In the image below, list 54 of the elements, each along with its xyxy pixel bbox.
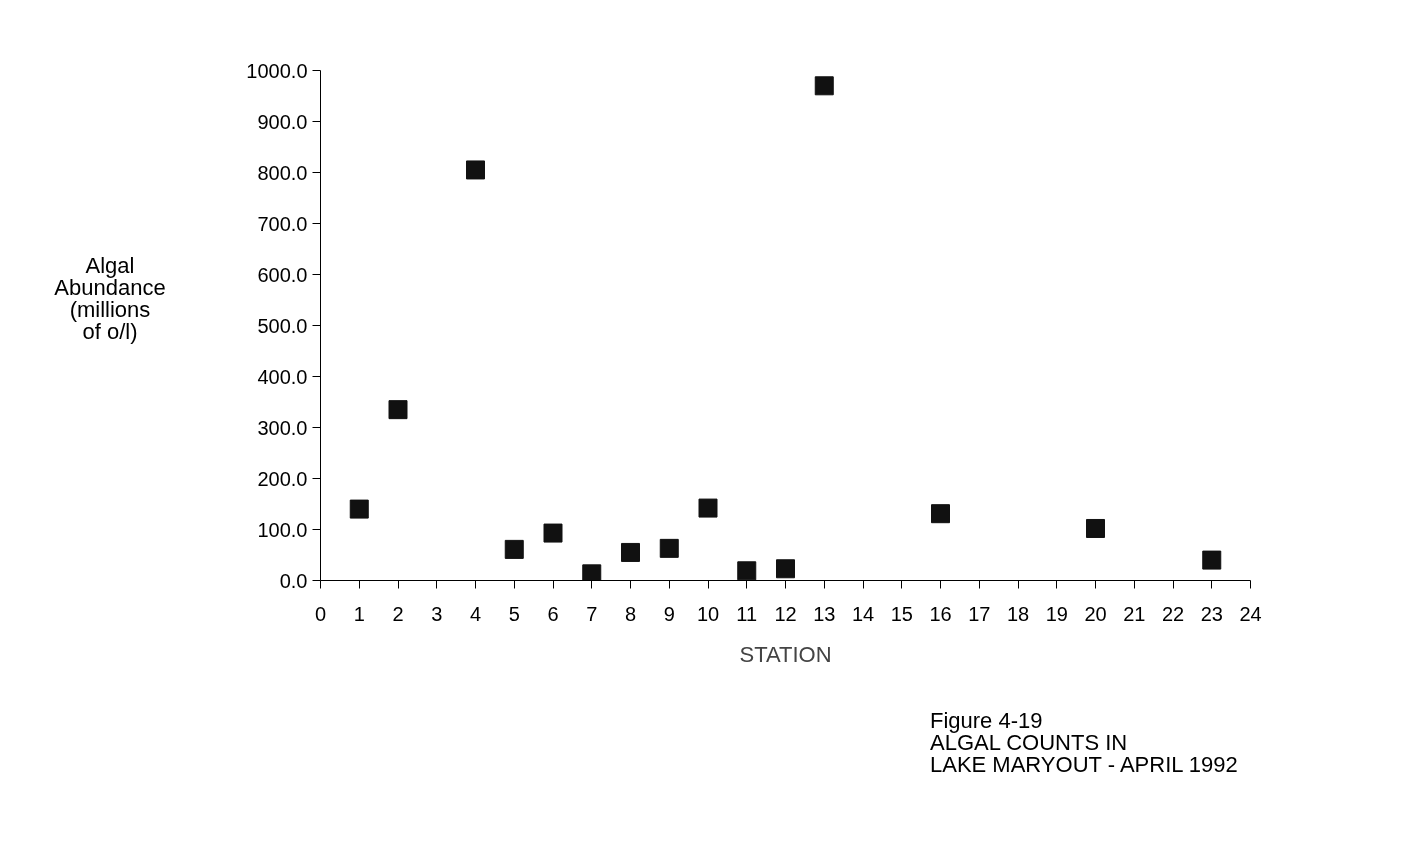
x-tick-label: 11 xyxy=(736,602,758,625)
point xyxy=(504,539,524,559)
y-tick-label: 500.0 xyxy=(257,314,308,337)
x-tick-label: 3 xyxy=(431,602,443,625)
x-tick-label: 22 xyxy=(1161,602,1185,625)
x-tick-label: 5 xyxy=(508,602,520,625)
point xyxy=(737,561,757,581)
point xyxy=(388,400,408,420)
x-tick-label: 1 xyxy=(353,602,365,625)
point xyxy=(776,559,795,579)
y-tick-label: 900.0 xyxy=(257,110,308,133)
point xyxy=(1202,550,1222,570)
point xyxy=(698,498,718,518)
x-tick-label: 8 xyxy=(624,602,637,625)
y-tick-label: 800.0 xyxy=(257,161,308,184)
x-tick-label: 17 xyxy=(968,602,991,625)
y-tick-label: 300.0 xyxy=(257,416,308,439)
point xyxy=(1086,518,1105,538)
x-tick-label: 16 xyxy=(929,602,952,625)
x-tick-label: 9 xyxy=(663,602,675,625)
x-tick-label: 24 xyxy=(1239,602,1262,625)
x-tick-label: 14 xyxy=(851,602,875,625)
x-axis-title: STATION xyxy=(739,641,832,667)
point xyxy=(466,160,485,180)
x-tick-label: 0 xyxy=(314,602,327,625)
x-tick-label: 7 xyxy=(586,602,598,625)
y-tick-label: 400.0 xyxy=(257,365,308,388)
y-tick-label: 100.0 xyxy=(257,518,308,541)
x-tick-label: 23 xyxy=(1200,602,1223,625)
point xyxy=(621,542,640,562)
x-tick-label: 15 xyxy=(890,602,913,625)
y-tick-label: 1000.0 xyxy=(246,59,308,82)
point xyxy=(349,499,369,519)
x-tick-label: 19 xyxy=(1045,602,1068,625)
x-tick-label: 21 xyxy=(1123,602,1146,625)
point xyxy=(659,538,679,558)
x-tick-label: 12 xyxy=(774,602,797,625)
x-tick-label: 13 xyxy=(813,602,836,625)
point xyxy=(582,564,602,581)
x-tick-label: 20 xyxy=(1084,602,1107,625)
y-tick-label: 0.0 xyxy=(279,569,308,592)
x-tick-label: 4 xyxy=(469,602,482,625)
point xyxy=(931,504,950,524)
point xyxy=(543,523,563,543)
caption: Figure 4-19 ALGAL COUNTS IN LAKE MARYOUT - APRIL 1992 xyxy=(930,708,1238,777)
y-axis-title: Algal Abundance (millions of o/l) xyxy=(54,253,166,344)
y-tick-label: 700.0 xyxy=(257,212,308,235)
x-tick-label: 2 xyxy=(392,602,404,625)
x-tick-label: 18 xyxy=(1006,602,1030,625)
point xyxy=(814,76,834,96)
y-tick-label: 600.0 xyxy=(257,263,308,286)
x-tick-label: 10 xyxy=(696,602,720,625)
y-tick-label: 200.0 xyxy=(257,467,308,490)
x-tick-label: 6 xyxy=(547,602,559,625)
